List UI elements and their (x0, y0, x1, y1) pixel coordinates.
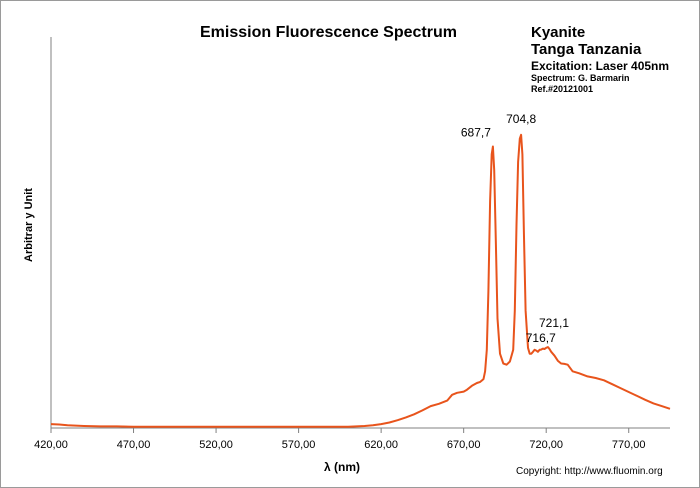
x-tick-label: 470,00 (117, 439, 151, 451)
peak-label: 716,7 (526, 331, 556, 345)
peak-label: 687,7 (461, 125, 491, 139)
spectrum-series-line (50, 133, 671, 428)
x-tick-label: 620,00 (364, 439, 398, 451)
excitation: Excitation: Laser 405nm (531, 59, 670, 73)
spectrum-credit: Spectrum: G. Barmarin (531, 73, 630, 83)
series-group (50, 133, 671, 428)
axes (50, 37, 670, 429)
x-tick-label: 520,00 (199, 439, 233, 451)
x-tick-label: 670,00 (447, 439, 481, 451)
x-tick-label: 720,00 (529, 439, 563, 451)
mineral-name: Kyanite (531, 24, 586, 41)
locality: Tanga Tanzania (531, 41, 642, 58)
peak-label: 721,1 (539, 316, 569, 330)
chart-title: Emission Fluorescence Spectrum (200, 24, 457, 41)
x-axis-label: λ (nm) (324, 460, 360, 474)
sample-info: Kyanite Tanga Tanzania Excitation: Laser… (531, 24, 669, 95)
peak-label: 704,8 (506, 112, 536, 126)
x-tick-label: 770,00 (612, 439, 646, 451)
reference-number: Ref.#20121001 (531, 84, 594, 94)
x-ticks: 420,00 470,00 520,00 570,00 620,00 670,00 720,… (34, 428, 646, 451)
x-tick-label: 570,00 (282, 439, 316, 451)
x-tick-label: 420,00 (34, 439, 68, 451)
copyright-text: Copyright: http://www.fluomin.org (516, 466, 663, 477)
